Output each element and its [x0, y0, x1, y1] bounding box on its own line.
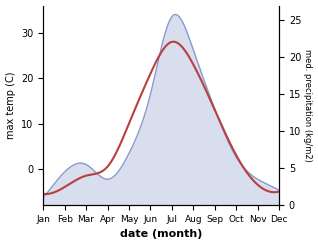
- X-axis label: date (month): date (month): [120, 230, 202, 239]
- Y-axis label: med. precipitation (kg/m2): med. precipitation (kg/m2): [303, 49, 313, 162]
- Y-axis label: max temp (C): max temp (C): [5, 72, 16, 139]
